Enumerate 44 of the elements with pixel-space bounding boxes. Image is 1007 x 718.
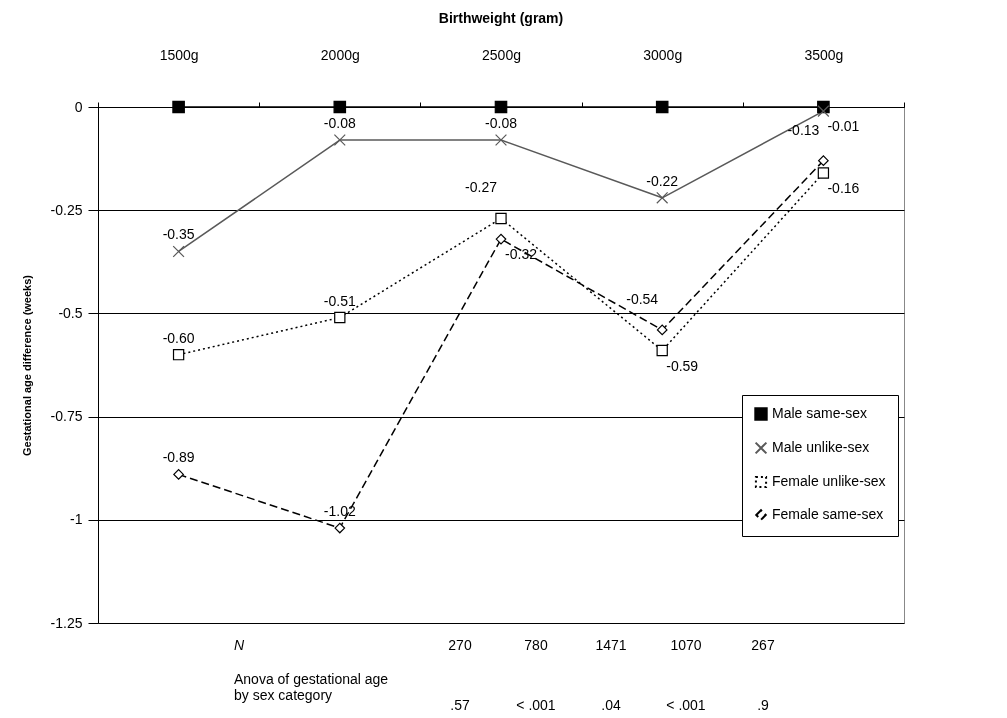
chart-title: Birthweight (gram)	[438, 10, 564, 26]
data-label: -0.08	[485, 115, 518, 132]
data-label: -1.02	[323, 503, 356, 520]
data-label: -0.16	[827, 180, 860, 197]
text: .57	[449, 697, 471, 713]
text: 1471	[594, 637, 628, 653]
data-label: -0.51	[323, 292, 356, 309]
x-tick-label: 2500g	[482, 46, 521, 63]
text: < .001	[665, 697, 707, 713]
y-axis-title: Gestational age difference (weeks)	[20, 274, 33, 456]
data-label: -0.08	[323, 115, 356, 132]
y-tick-label: -1.25	[50, 614, 83, 631]
data-label: -0.59	[666, 357, 699, 374]
y-tick-label: -0.5	[58, 304, 83, 321]
text: N	[234, 637, 246, 653]
y-tick-label: 0	[74, 98, 83, 115]
data-label: -0.22	[646, 172, 679, 189]
text: 267	[750, 637, 776, 653]
x-tick-label: 2000g	[320, 46, 360, 63]
data-label: -0.89	[162, 449, 195, 466]
data-label: -0.54	[626, 290, 659, 307]
data-label: -0.27	[465, 179, 498, 196]
text: .9	[756, 697, 770, 713]
y-tick-label: -1	[70, 511, 83, 528]
data-label: -0.60	[162, 329, 195, 346]
text: < .001	[515, 697, 557, 713]
legend-label: Female unlike-sex	[772, 473, 886, 489]
y-tick-label: -0.75	[50, 408, 83, 425]
y-tick-label: -0.25	[50, 201, 83, 218]
data-label: -0.32	[505, 246, 538, 263]
text: 270	[447, 637, 473, 653]
text: 1070	[669, 637, 703, 653]
text: Anova of gestational age by sex category	[234, 671, 390, 703]
legend-label: Female same-sex	[772, 506, 884, 522]
x-tick-label: 3000g	[643, 46, 683, 63]
text: .04	[600, 697, 622, 713]
data-label: -0.13	[787, 121, 820, 138]
x-tick-label: 1500g	[159, 46, 199, 63]
x-tick-label: 3500g	[804, 46, 844, 63]
text: 780	[523, 637, 549, 653]
data-label: -0.35	[162, 226, 195, 243]
legend-label: Male same-sex	[772, 405, 867, 421]
data-label: -0.01	[827, 118, 860, 135]
legend-label: Male unlike-sex	[772, 439, 870, 455]
